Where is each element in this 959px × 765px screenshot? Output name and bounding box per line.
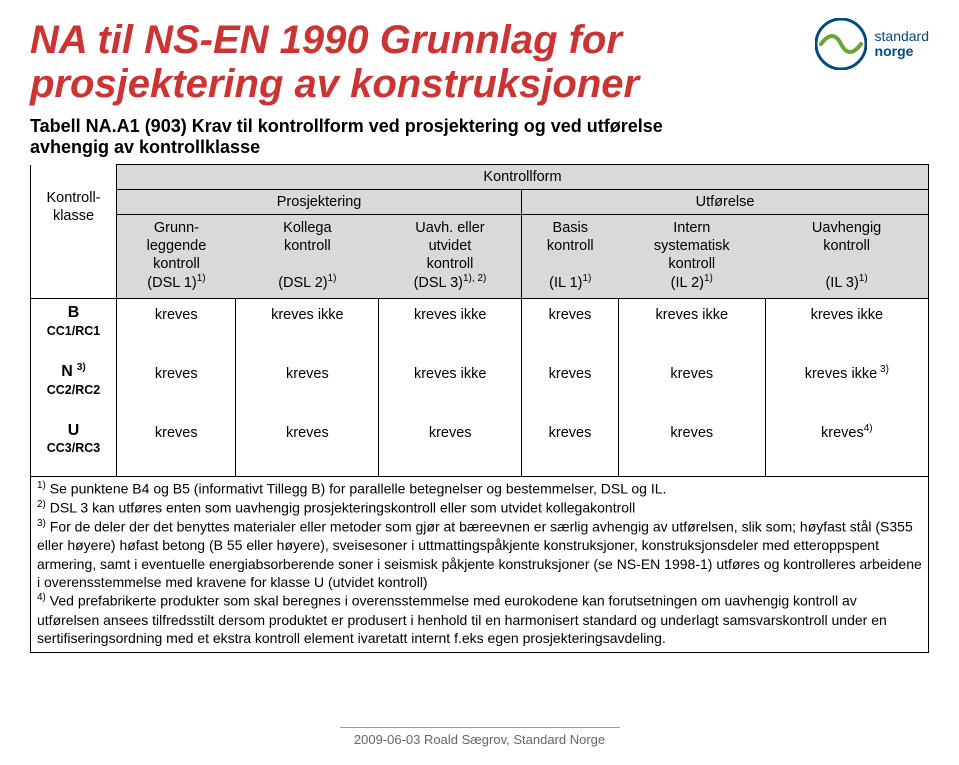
klasse-header-text: Kontroll-klasse bbox=[47, 190, 101, 224]
col-header-klasse: Kontroll-klasse bbox=[31, 165, 117, 299]
row-label: N 3) CC2/RC2 bbox=[31, 358, 117, 417]
cell: kreves bbox=[522, 417, 619, 476]
cell: kreves bbox=[117, 417, 236, 476]
footnote-text: For de deler der det benyttes materialer… bbox=[37, 519, 922, 590]
logo-icon bbox=[815, 18, 867, 70]
kontroll-table: Kontroll-klasse Kontrollform Prosjekteri… bbox=[30, 164, 929, 477]
col-header: Basis kontroll (IL 1)1) bbox=[522, 215, 619, 299]
col-header: Kollega kontroll (DSL 2)1) bbox=[236, 215, 379, 299]
col-header: Uavhengig kontroll (IL 3)1) bbox=[765, 215, 928, 299]
cell: kreves bbox=[236, 358, 379, 417]
table-row: B CC1/RC1 kreves kreves ikke kreves ikke… bbox=[31, 299, 929, 358]
cell: kreves4) bbox=[765, 417, 928, 476]
page-title: NA til NS-EN 1990 Grunnlag for prosjekte… bbox=[30, 18, 750, 106]
col-header: Uavh. eller utvidet kontroll (DSL 3)1), … bbox=[379, 215, 522, 299]
footnote-text: Ved prefabrikerte produkter som skal ber… bbox=[37, 593, 887, 646]
cell: kreves bbox=[117, 299, 236, 358]
row-label: B CC1/RC1 bbox=[31, 299, 117, 358]
col-header: Grunn- leggende kontroll (DSL 1)1) bbox=[117, 215, 236, 299]
cell: kreves bbox=[618, 358, 765, 417]
col-headers-row: Grunn- leggende kontroll (DSL 1)1) Kolle… bbox=[31, 215, 929, 299]
caption-line-2: avhengig av kontrollklasse bbox=[30, 137, 260, 157]
cell: kreves bbox=[522, 299, 619, 358]
logo-text-bottom: norge bbox=[875, 44, 929, 59]
cell: kreves ikke bbox=[379, 358, 522, 417]
page-footer: 2009-06-03 Roald Sægrov, Standard Norge bbox=[0, 727, 959, 747]
cell: kreves bbox=[522, 358, 619, 417]
table-row: N 3) CC2/RC2 kreves kreves kreves ikke k… bbox=[31, 358, 929, 417]
footnotes: 1) Se punktene B4 og B5 (informativt Til… bbox=[30, 477, 929, 653]
cell: kreves bbox=[618, 417, 765, 476]
cell: kreves bbox=[379, 417, 522, 476]
cell: kreves ikke bbox=[236, 299, 379, 358]
cell: kreves bbox=[117, 358, 236, 417]
cell: kreves ikke bbox=[765, 299, 928, 358]
cell: kreves bbox=[236, 417, 379, 476]
caption-line-1: Tabell NA.A1 (903) Krav til kontrollform… bbox=[30, 116, 663, 136]
logo-text-top: standard bbox=[875, 29, 929, 44]
col-group-utforelse: Utførelse bbox=[522, 190, 929, 215]
cell: kreves ikke 3) bbox=[765, 358, 928, 417]
logo-text: standard norge bbox=[875, 29, 929, 58]
brand-logo: standard norge bbox=[815, 18, 929, 70]
cell: kreves ikke bbox=[379, 299, 522, 358]
col-group-prosjektering: Prosjektering bbox=[117, 190, 522, 215]
table-caption: Tabell NA.A1 (903) Krav til kontrollform… bbox=[30, 116, 929, 158]
footnote-text: DSL 3 kan utføres enten som uavhengig pr… bbox=[46, 499, 635, 515]
footnote-text: Se punktene B4 og B5 (informativt Tilleg… bbox=[46, 480, 666, 496]
footer-text: 2009-06-03 Roald Sægrov, Standard Norge bbox=[354, 732, 605, 747]
table-row: U CC3/RC3 kreves kreves kreves kreves kr… bbox=[31, 417, 929, 476]
col-header: Intern systematisk kontroll (IL 2)1) bbox=[618, 215, 765, 299]
row-label: U CC3/RC3 bbox=[31, 417, 117, 476]
cell: kreves ikke bbox=[618, 299, 765, 358]
col-group-kontrollform: Kontrollform bbox=[117, 165, 929, 190]
footer-rule bbox=[340, 727, 620, 728]
